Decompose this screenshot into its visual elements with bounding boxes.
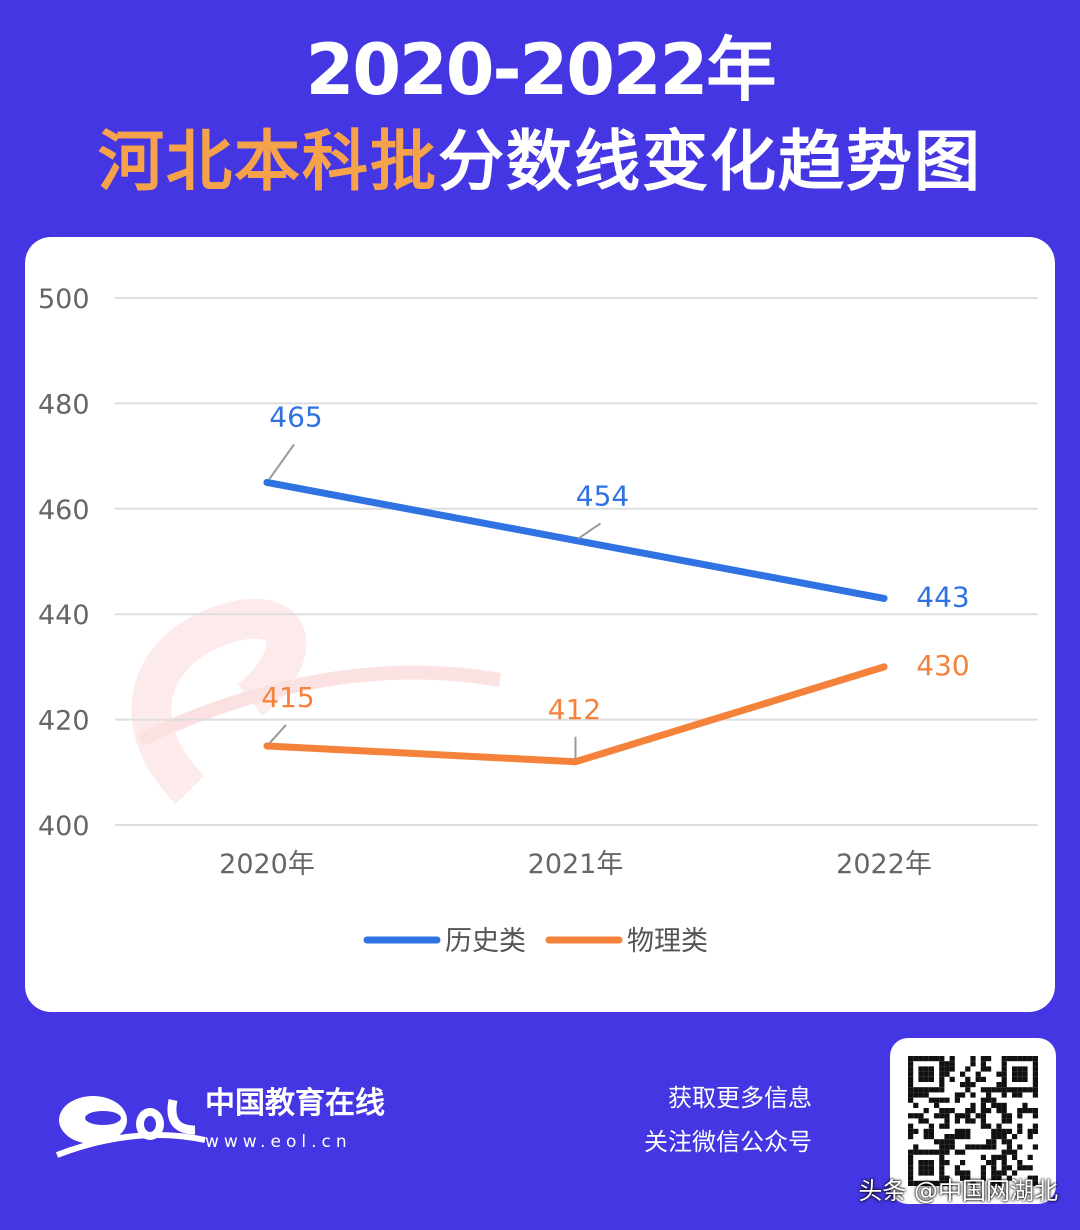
title-highlight: 河北本科批 [98, 123, 438, 200]
brand-name: 中国教育在线 [205, 1086, 385, 1121]
info-line-1: 获取更多信息 [668, 1084, 812, 1112]
legend-label: 物理类 [627, 926, 708, 957]
legend-item-2[interactable]: 物理类 [545, 926, 708, 957]
data-label: 415 [261, 681, 314, 714]
data-label: 430 [916, 649, 969, 682]
y-tick-label: 400 [38, 811, 90, 842]
leader-line [266, 724, 287, 747]
eol-logo [55, 1096, 206, 1158]
y-tick-label: 440 [38, 600, 90, 631]
data-point [880, 594, 888, 602]
data-point [263, 478, 271, 486]
data-label: 443 [916, 580, 969, 613]
data-point [880, 663, 888, 671]
data-label: 465 [269, 400, 322, 433]
data-label: 454 [576, 479, 629, 512]
legend-label: 历史类 [445, 926, 526, 957]
chart-card: 400 420 440 460 480 500 2020年 2021年 2022年 465 45… [25, 237, 1055, 1012]
leader-line [266, 443, 295, 484]
y-tick-label: 420 [38, 706, 90, 737]
y-tick-label: 500 [38, 284, 90, 315]
y-tick-label: 480 [38, 389, 90, 420]
brand-url: www.eol.cn [205, 1132, 352, 1152]
line-chart: 400 420 440 460 480 500 2020年 2021年 2022年 465 45… [38, 284, 1038, 957]
data-point [263, 742, 271, 750]
leader-line [574, 522, 602, 542]
data-point [572, 536, 579, 544]
qr-code[interactable] [890, 1038, 1056, 1204]
qr-code-pattern [908, 1056, 1038, 1186]
info-line-2: 关注微信公众号 [644, 1128, 812, 1156]
x-tick-label: 2021年 [528, 849, 624, 880]
watermark [131, 598, 502, 805]
x-tick-label: 2022年 [836, 849, 932, 880]
data-point [572, 758, 579, 766]
data-label: 412 [548, 693, 601, 726]
title-line-1: 2020-2022年 [305, 29, 777, 111]
title-rest: 分数线变化趋势图 [438, 123, 982, 200]
legend-item-1[interactable]: 历史类 [363, 926, 526, 957]
y-tick-label: 460 [38, 495, 90, 526]
x-tick-label: 2020年 [219, 849, 315, 880]
source-credit: 头条 @中国网湖北 [858, 1177, 1058, 1205]
title-line-2: 河北本科批分数线变化趋势图 [0, 122, 1080, 202]
